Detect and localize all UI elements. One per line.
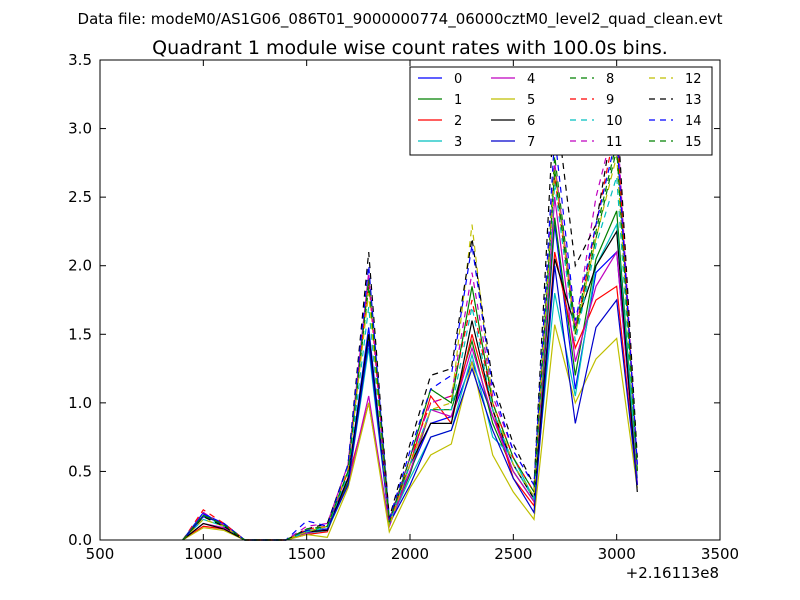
x-tick-label: 2500 [494,545,532,563]
legend-label-14: 14 [685,114,702,129]
legend-label-11: 11 [606,135,623,150]
legend-label-12: 12 [685,72,702,87]
legend-label-10: 10 [606,114,623,129]
legend-label-2: 2 [454,114,462,129]
legend-label-5: 5 [527,93,535,108]
legend-frame [409,66,713,156]
series-line-15 [182,148,638,541]
y-tick-label: 0.5 [68,462,92,480]
x-tick-label: 2000 [391,545,429,563]
data-file-suptitle: Data file: modeM0/AS1G06_086T01_90000007… [78,10,723,29]
x-tick-label: 3000 [598,545,636,563]
x-offset-label: +2.16113e8 [626,564,719,582]
tick-layer: 500 1000 1500 2000 2500 3000 3500 0.0 0.5 1.0 1.5 2… [68,51,739,563]
legend-label-1: 1 [454,93,462,108]
y-tick-label: 3.5 [68,51,92,69]
x-tick-label: 1500 [288,545,326,563]
y-tick-label: 1.0 [68,394,92,412]
x-tick-label: 1000 [184,545,222,563]
x-tick-label: 3500 [701,545,739,563]
y-tick-label: 2.0 [68,257,92,275]
legend-label-3: 3 [454,135,462,150]
x-tick-label: 500 [86,545,115,563]
y-tick-label: 0.0 [68,531,92,549]
y-tick-label: 3.0 [68,120,92,138]
legend-label-15: 15 [685,135,702,150]
plot-frame [99,59,721,541]
legend-label-4: 4 [527,72,535,87]
legend-label-8: 8 [606,72,614,87]
legend-label-6: 6 [527,114,535,129]
legend-label-9: 9 [606,93,614,108]
legend-label-13: 13 [685,93,702,108]
legend-label-0: 0 [454,72,462,87]
y-tick-label: 1.5 [68,325,92,343]
y-tick-label: 2.5 [68,188,92,206]
series-line-14 [182,135,638,541]
chart-title: Quadrant 1 module wise count rates with … [152,37,668,59]
legend-label-7: 7 [527,135,535,150]
